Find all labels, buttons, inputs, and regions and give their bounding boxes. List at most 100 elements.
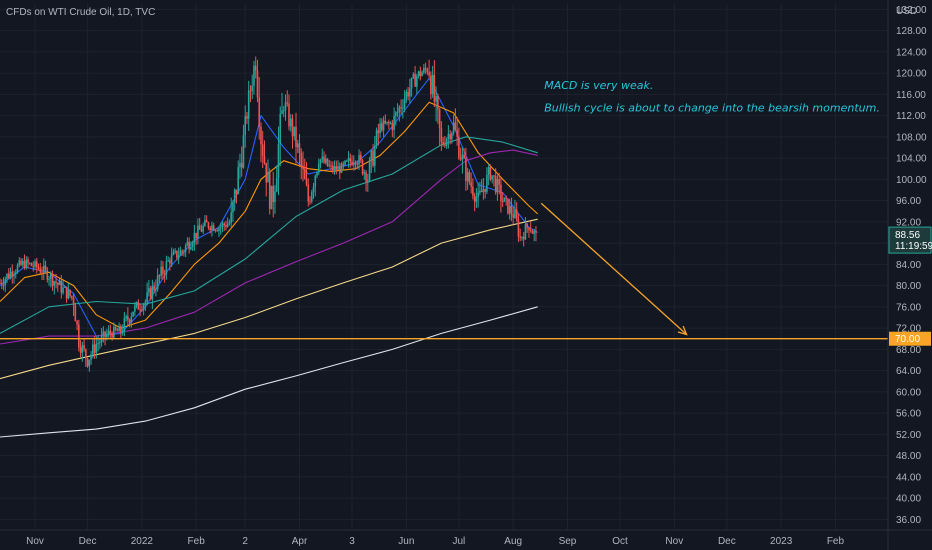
candle-body: [114, 326, 117, 330]
candle-body: [384, 120, 387, 124]
candle-body: [340, 163, 343, 173]
x-tick-label: 3: [349, 536, 355, 547]
candle-body: [258, 97, 261, 127]
currency-label: USD: [896, 6, 917, 17]
y-tick-label: 36.00: [896, 515, 921, 526]
candle-body: [309, 201, 311, 203]
candle-body: [65, 286, 68, 299]
candle-body: [515, 209, 518, 220]
candle-body: [337, 166, 339, 170]
x-tick-label: Jun: [398, 536, 414, 547]
y-tick-label: 52.00: [896, 430, 921, 441]
candle-body: [368, 160, 371, 181]
candle-body: [218, 228, 220, 232]
candle-body: [97, 343, 99, 345]
candle-body: [286, 102, 289, 104]
candle-body: [395, 112, 397, 117]
candle-body: [442, 142, 444, 145]
candle-body: [155, 288, 157, 291]
candle-body: [0, 282, 1, 284]
x-tick-label: 2022: [131, 536, 154, 547]
candle-body: [272, 185, 275, 203]
candle-body: [86, 358, 89, 367]
candle-body: [104, 331, 106, 338]
candle-body: [235, 189, 238, 194]
candle-body: [78, 324, 80, 348]
candle-body: [90, 354, 92, 360]
x-tick-label: Feb: [827, 536, 845, 547]
candle-body: [0, 283, 3, 285]
candle-body: [331, 165, 334, 171]
candle-body: [295, 126, 297, 148]
candle-body: [505, 197, 507, 199]
projection-arrow[interactable]: [540, 202, 688, 336]
candle-body: [160, 266, 162, 276]
candle-body: [472, 186, 474, 196]
candle-body: [367, 180, 369, 182]
y-tick-label: 48.00: [896, 451, 921, 462]
candle-body: [303, 168, 306, 179]
candle-body: [486, 174, 488, 192]
time-axis[interactable]: Nov Dec 2022 Feb 2 Apr 3 Jun Jul Aug Sep Oct Nov Dec 2…: [0, 529, 932, 547]
x-tick-label: 2: [242, 536, 248, 547]
candle-body: [391, 123, 394, 130]
candle-body: [177, 255, 180, 258]
candle-body: [521, 237, 523, 239]
candle-body: [524, 224, 527, 240]
y-tick-label: 72.00: [896, 324, 921, 335]
candle-body: [58, 280, 61, 285]
candle-body: [423, 67, 425, 73]
candle-body: [55, 281, 57, 284]
candle-body: [83, 345, 85, 350]
candle-body: [500, 184, 502, 202]
y-tick-label: 44.00: [896, 472, 921, 483]
candle-body: [226, 223, 229, 227]
candle-body: [92, 344, 94, 355]
candle-body: [130, 316, 133, 323]
candle-body: [146, 292, 148, 302]
candle-body: [28, 263, 31, 265]
candle-body: [188, 241, 190, 250]
candle-body: [120, 326, 122, 333]
candle-body: [156, 275, 159, 289]
candle-body: [216, 230, 218, 232]
candle-body: [396, 112, 399, 114]
candle-body: [324, 158, 327, 163]
annotations[interactable]: MACD is very weak. Bullish cycle is about…: [544, 79, 880, 115]
candle-body: [85, 349, 87, 359]
candle-body: [491, 175, 493, 180]
candle-body: [445, 139, 448, 146]
candle-body: [67, 289, 70, 299]
candle-body: [170, 254, 173, 264]
candle-body: [260, 126, 262, 145]
candle-body: [254, 65, 257, 71]
candle-body: [191, 243, 194, 248]
y-tick-label: 84.00: [896, 260, 921, 271]
candle-body: [316, 172, 318, 176]
candle-body: [9, 271, 12, 278]
candle-body: [72, 297, 75, 305]
candle-body: [281, 110, 283, 114]
candle-body: [113, 326, 115, 338]
x-tick-label: Apr: [292, 536, 308, 547]
candle-body: [228, 222, 231, 224]
candle-body: [35, 261, 38, 268]
candle-body: [501, 201, 504, 203]
candle-body: [412, 74, 415, 78]
candle-body: [261, 144, 264, 157]
arrow-head: [677, 325, 688, 336]
candle-body: [300, 153, 303, 166]
candle-body: [14, 272, 17, 275]
candle-body: [354, 162, 357, 164]
candle-body: [447, 133, 450, 140]
candle-body: [503, 197, 506, 202]
candle-body: [430, 75, 432, 95]
candle-body: [56, 283, 59, 285]
moving-average-lines: [0, 77, 539, 438]
candle-body: [351, 161, 353, 165]
candle-body: [428, 72, 430, 76]
candle-body: [512, 214, 514, 218]
y-tick-label: 76.00: [896, 302, 921, 313]
